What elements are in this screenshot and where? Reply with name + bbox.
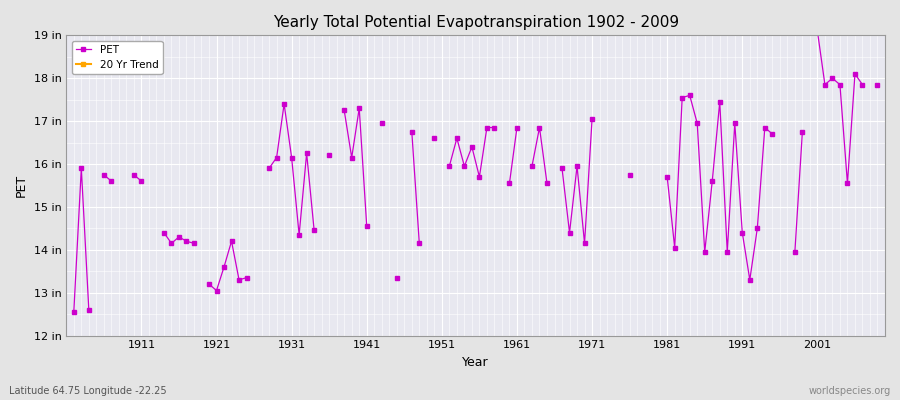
Y-axis label: PET: PET [15, 174, 28, 197]
Text: Latitude 64.75 Longitude -22.25: Latitude 64.75 Longitude -22.25 [9, 386, 166, 396]
PET [827, 76, 838, 81]
Title: Yearly Total Potential Evapotranspiration 1902 - 2009: Yearly Total Potential Evapotranspiratio… [273, 15, 679, 30]
PET [857, 82, 868, 87]
X-axis label: Year: Year [463, 356, 489, 369]
PET [302, 151, 312, 156]
Legend: PET, 20 Yr Trend: PET, 20 Yr Trend [71, 40, 163, 74]
Line: PET: PET [72, 29, 879, 314]
Text: worldspecies.org: worldspecies.org [809, 386, 891, 396]
PET [459, 164, 470, 168]
